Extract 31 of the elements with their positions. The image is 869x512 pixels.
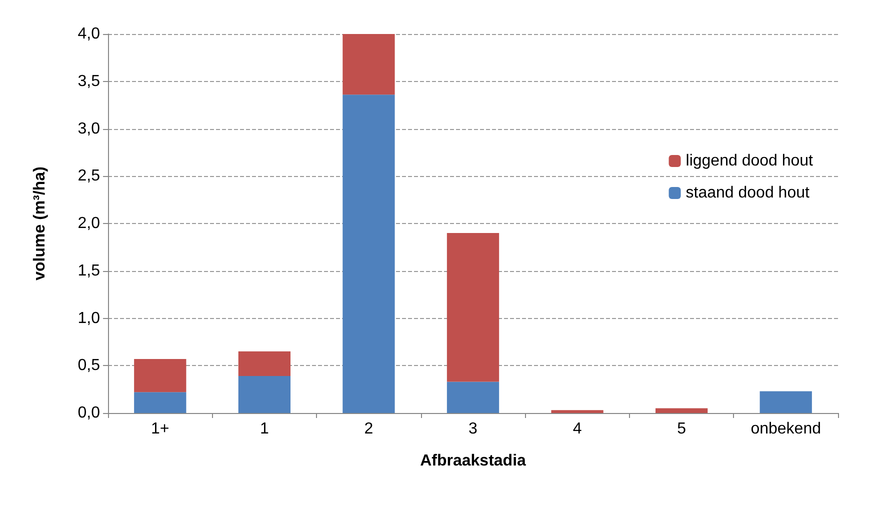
y-tick-label: 4,0	[78, 26, 100, 42]
y-tick-label: 1,0	[78, 310, 100, 327]
y-tick-label: 2,5	[78, 168, 100, 185]
x-tick-label: 4	[572, 420, 582, 438]
x-tick-label: 3	[468, 420, 478, 438]
x-tick-label: 2	[364, 420, 374, 438]
bar	[342, 94, 395, 413]
y-tick-label: 2,0	[78, 215, 100, 232]
bar	[446, 382, 500, 413]
bar	[134, 358, 186, 392]
y-axis-title: volume (m³/ha)	[32, 166, 48, 280]
bar	[551, 410, 604, 413]
x-tick-label: 1	[260, 420, 269, 438]
y-tick-label: 3,5	[78, 72, 100, 90]
x-axis-title: Afbraakstadia	[420, 452, 526, 470]
y-tick-label: 0,0	[78, 404, 100, 422]
legend-label: staand dood hout	[686, 184, 810, 202]
x-tick-label: 5	[677, 420, 686, 438]
bar	[342, 34, 395, 95]
bar	[238, 376, 290, 413]
bar	[446, 232, 500, 382]
y-tick-label: 3,0	[78, 120, 100, 138]
legend-label: liggend dood hout	[686, 152, 814, 170]
bar	[656, 408, 708, 413]
y-tick-label: 1,5	[78, 262, 100, 280]
x-tick-label: 1+	[151, 420, 170, 438]
bar	[760, 391, 812, 413]
x-tick-label: onbekend	[750, 420, 822, 438]
y-tick-label: 0,5	[78, 357, 100, 374]
bar	[134, 392, 186, 413]
bar	[238, 351, 290, 376]
